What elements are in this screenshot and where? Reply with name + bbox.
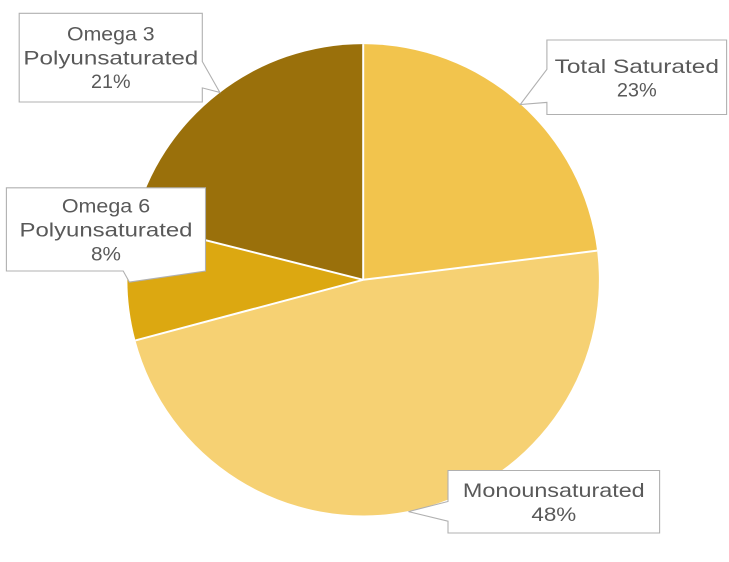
- svg-text:Omega 6: Omega 6: [62, 197, 150, 218]
- svg-text:23%: 23%: [617, 80, 657, 101]
- svg-text:Omega 3: Omega 3: [67, 24, 154, 45]
- svg-text:Polyunsaturated: Polyunsaturated: [19, 219, 192, 241]
- svg-text:21%: 21%: [91, 72, 131, 94]
- svg-text:Polyunsaturated: Polyunsaturated: [23, 47, 198, 69]
- svg-text:Monounsaturated: Monounsaturated: [463, 480, 645, 501]
- svg-text:8%: 8%: [91, 244, 121, 265]
- svg-text:Total Saturated: Total Saturated: [555, 56, 719, 78]
- svg-text:48%: 48%: [531, 504, 576, 525]
